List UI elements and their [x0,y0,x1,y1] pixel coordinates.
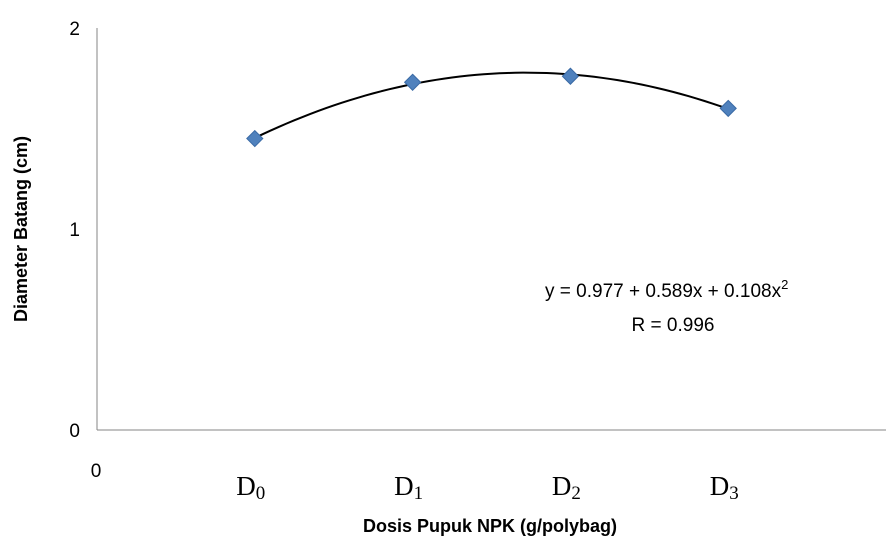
x-origin-label: 0 [91,461,102,482]
x-category-labels: D0 D1 D2 D3 [236,471,738,504]
trendline [254,71,729,139]
y-axis-title: Diameter Batang (cm) [11,136,31,322]
y-tick-label: 2 [69,19,80,40]
trendline-equation-main: y = 0.977 + 0.589x + 0.108x [545,281,782,302]
y-tick-label: 1 [69,220,80,241]
x-category-base: D [236,471,256,501]
axes [96,28,886,431]
trendline-equation: y = 0.977 + 0.589x + 0.108x2 [545,277,788,302]
data-point [246,129,264,148]
x-category-label: D3 [710,471,739,504]
x-category-subscript: 0 [256,483,265,504]
x-axis-title: Dosis Pupuk NPK (g/polybag) [363,516,617,536]
x-category-label: D2 [552,471,581,504]
data-point [719,99,737,118]
data-point [561,67,580,85]
x-category-subscript: 1 [414,483,424,504]
trendline-r-value: R = 0.996 [632,315,715,336]
x-category-label: D0 [236,471,265,504]
x-category-subscript: 3 [729,483,739,504]
y-tick-label: 0 [69,421,80,442]
data-point [403,73,422,91]
data-points [246,67,737,148]
y-tick-labels: 0 1 2 [69,19,80,442]
x-category-subscript: 2 [571,483,581,504]
x-category-label: D1 [394,471,423,504]
x-category-base: D [552,471,572,501]
x-category-base: D [710,471,730,501]
trendline-equation-exponent: 2 [781,277,788,292]
x-category-base: D [394,471,414,501]
